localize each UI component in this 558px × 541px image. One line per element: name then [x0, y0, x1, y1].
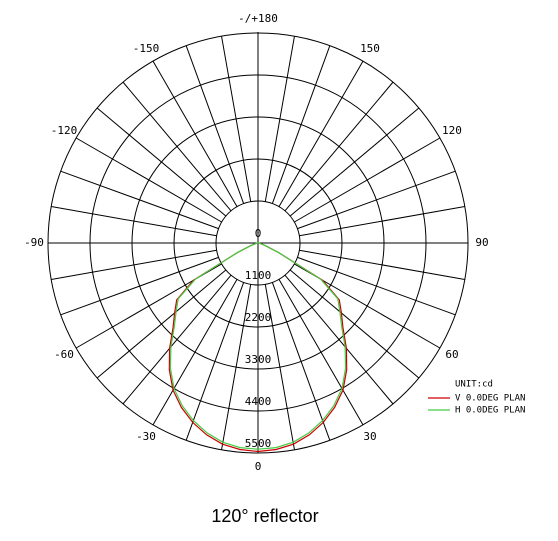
series-line: [168, 242, 348, 453]
grid-spoke: [185, 45, 245, 204]
theta-tick-label: 90: [475, 236, 488, 249]
theta-tick-label: -90: [24, 236, 44, 249]
grid-spoke: [221, 284, 252, 450]
grid-spoke: [185, 282, 245, 441]
grid-spoke: [294, 137, 441, 223]
grid-spoke: [96, 269, 227, 379]
theta-tick-label: -60: [54, 348, 74, 361]
grid-spoke: [278, 279, 364, 426]
grid-spoke: [152, 60, 238, 207]
theta-tick-label: 60: [445, 348, 458, 361]
r-tick-label: 0: [255, 227, 262, 240]
r-tick-label: 3300: [245, 353, 272, 366]
grid-spoke: [96, 107, 227, 217]
grid-spoke: [284, 274, 394, 405]
grid-spoke: [264, 284, 295, 450]
theta-tick-label: -30: [136, 430, 156, 443]
theta-tick-label: -/+180: [238, 12, 278, 25]
theta-tick-label: -120: [51, 124, 78, 137]
grid-spoke: [297, 256, 456, 316]
theta-tick-label: 0: [255, 460, 262, 473]
theta-tick-label: 30: [363, 430, 376, 443]
r-tick-label: 4400: [245, 395, 272, 408]
r-tick-label: 1100: [245, 269, 272, 282]
grid-spoke: [297, 170, 456, 230]
r-tick-label: 5500: [245, 437, 272, 450]
grid-spoke: [271, 45, 331, 204]
legend-label: V 0.0DEG PLAN: [455, 394, 525, 404]
theta-tick-label: 150: [360, 42, 380, 55]
grid-spoke: [60, 256, 219, 316]
series-line: [169, 242, 347, 450]
grid-spoke: [152, 279, 238, 426]
r-tick-label: 2200: [245, 311, 272, 324]
theta-tick-label: -150: [133, 42, 160, 55]
grid-spoke: [122, 81, 232, 212]
grid-spoke: [299, 249, 465, 280]
grid-spoke: [299, 206, 465, 237]
grid-spoke: [289, 107, 420, 217]
grid-spoke: [60, 170, 219, 230]
grid-spoke: [271, 282, 331, 441]
legend-label: H 0.0DEG PLAN: [455, 406, 525, 416]
grid-spoke: [51, 206, 217, 237]
grid-spoke: [75, 137, 222, 223]
grid-spoke: [264, 36, 295, 202]
grid-spoke: [278, 60, 364, 207]
grid-spoke: [122, 274, 232, 405]
grid-spoke: [289, 269, 420, 379]
theta-tick-label: 120: [442, 124, 462, 137]
grid-spoke: [221, 36, 252, 202]
grid-spoke: [51, 249, 217, 280]
chart-title: 120° reflector: [211, 506, 318, 526]
grid-spoke: [284, 81, 394, 212]
unit-label: UNIT:cd: [455, 380, 493, 390]
